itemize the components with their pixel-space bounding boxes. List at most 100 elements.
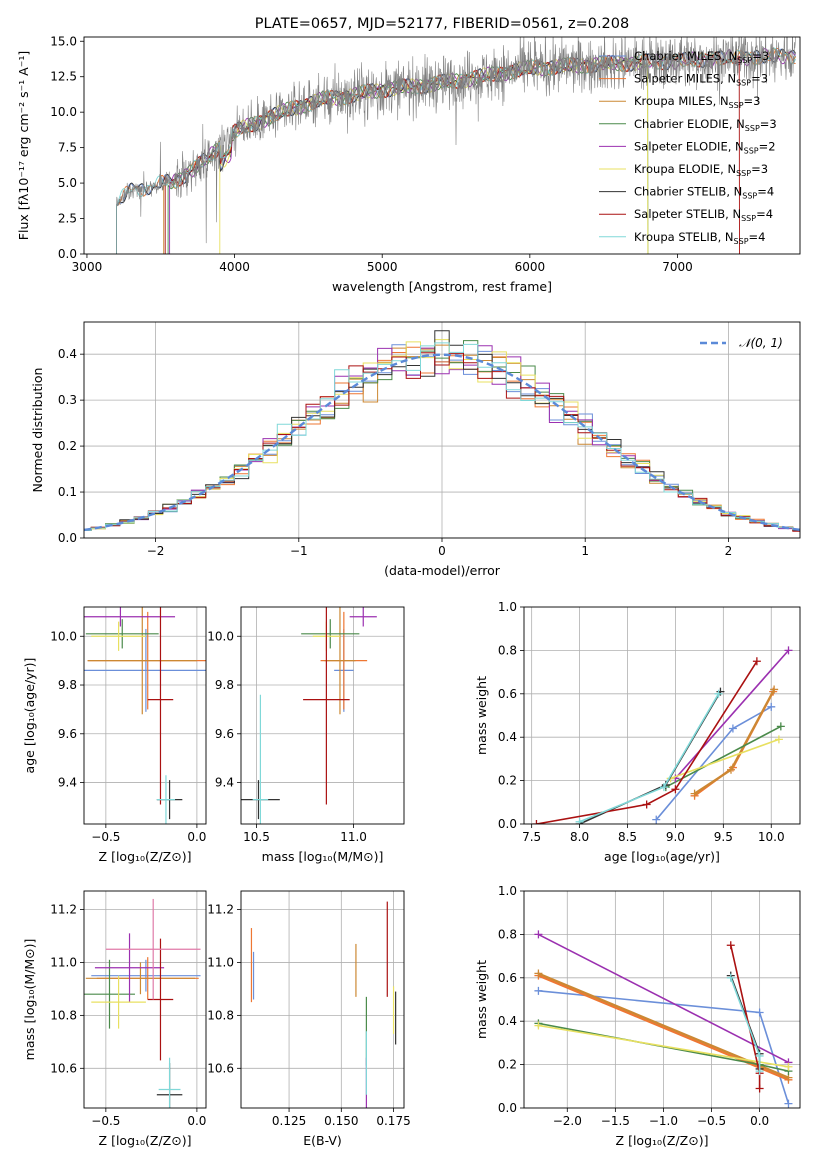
y-tick-label: 0.6 [498, 971, 517, 985]
data-point [534, 986, 543, 995]
error-bar [301, 619, 360, 649]
error-bar [84, 959, 135, 1029]
error-bar [105, 898, 201, 1000]
panel-residuals: −2 −1 0 1 2 0.0 0.1 0.2 0.3 0.4 (data-model)/error… [30, 321, 801, 578]
data-point [726, 973, 735, 982]
error-bar [85, 619, 159, 649]
x-tick-label: 7.5 [522, 830, 541, 844]
panel-mass_vs_ebv: 0.125 0.150 0.175 10.6 10.8 11.0 11.2 E(B-V) [207, 890, 411, 1148]
x-axis-label: E(B-V) [303, 1133, 342, 1148]
plot-area-spectrum [116, 37, 797, 254]
y-tick-label: 11.2 [50, 903, 77, 917]
x-tick-label: 3000 [72, 260, 103, 274]
error-bar [91, 621, 146, 651]
plot-area-mass_vs_Z [84, 891, 206, 1108]
chart-title: PLATE=0657, MJD=52177, FIBERID=0561, z=0… [255, 16, 629, 32]
error-bars [84, 607, 206, 824]
x-tick-label: 0 [438, 544, 446, 558]
legend-entry: Chabrier MILES, NSSP=3 [634, 49, 769, 65]
data-point [752, 657, 761, 666]
weight-series [532, 646, 793, 824]
plot-area-mass_vs_ebv [241, 891, 404, 1108]
x-axis-label: wavelength [Angstrom, rest frame] [332, 279, 552, 294]
x-tick-label: −1 [290, 544, 308, 558]
legend-entry: Salpeter STELIB, NSSP=4 [634, 207, 773, 223]
y-axis-label: Flux [fλ10⁻¹⁷ erg cm⁻² s⁻¹ A⁻¹] [16, 51, 31, 240]
observed-spectrum [116, 37, 796, 254]
axes-frame [83, 321, 801, 539]
legend: Chabrier MILES, NSSP=3 Salpeter MILES, NS… [599, 49, 777, 246]
data-point [652, 815, 661, 824]
y-tick-label: 0.8 [498, 643, 517, 657]
error-bar [158, 1057, 181, 1108]
axes-frame [523, 890, 801, 1109]
legend-entry: Kroupa MILES, NSSP=3 [634, 94, 760, 110]
y-tick-label: 0.8 [498, 927, 517, 941]
x-tick-label: 10.0 [758, 830, 785, 844]
panel-mass_vs_Z: −0.5 0.0 10.6 10.8 11.0 11.2 Z [log₁₀(Z/Z⊙)] ma… [22, 890, 207, 1148]
series-line [670, 738, 780, 780]
data-point [532, 820, 541, 824]
y-ticks-age_vs_Z: 9.4 9.6 9.8 10.0 [50, 629, 84, 790]
y-ticks-age_vs_mass: 9.4 9.6 9.8 10.0 [207, 629, 241, 790]
x-tick-label: 0.125 [272, 1114, 306, 1128]
series-line [536, 660, 758, 824]
y-tick-label: 0.0 [498, 817, 517, 831]
x-tick-label: 1 [581, 544, 589, 558]
data-point [755, 1084, 764, 1093]
x-axis-label: Z [log₁₀(Z/Z⊙)] [99, 1133, 192, 1148]
series-line [538, 1024, 789, 1068]
y-tick-label: 0.1 [58, 485, 77, 499]
panel-age_vs_Z: −0.5 0.0 9.4 9.6 9.8 10.0 Z [log₁₀(Z/Z⊙)] age [… [22, 606, 207, 864]
plot-area-residuals [84, 322, 800, 538]
data-point [659, 783, 668, 792]
data-point [714, 689, 723, 698]
data-point [774, 735, 783, 744]
y-tick-label: 0.4 [498, 1014, 517, 1028]
x-tick-label: −0.5 [697, 1114, 726, 1128]
x-tick-label: −2 [147, 544, 165, 558]
x-tick-label: 7000 [662, 260, 693, 274]
x-ticks-mass_vs_ebv: 0.125 0.150 0.175 [272, 1108, 411, 1128]
x-tick-label: 9.5 [714, 830, 733, 844]
series-line [538, 933, 789, 1064]
y-tick-label: 10.0 [50, 629, 77, 643]
y-tick-label: 11.0 [207, 955, 234, 969]
y-tick-label: 9.6 [215, 727, 234, 741]
error-bar [91, 959, 201, 992]
y-ticks-mass_vs_ebv: 10.6 10.8 11.0 11.2 [207, 903, 241, 1075]
error-bar [349, 607, 377, 627]
x-tick-label: 0.175 [376, 1114, 410, 1128]
data-point [784, 646, 793, 655]
error-bar [324, 607, 356, 715]
x-ticks-age_vs_Z: −0.5 0.0 [91, 824, 206, 844]
y-tick-label: 10.0 [50, 105, 77, 119]
y-ticks-weight_vs_Z: 0.0 0.2 0.4 0.6 0.8 1.0 [498, 884, 524, 1115]
plot-area-age_vs_Z [84, 607, 206, 824]
data-point [784, 1062, 793, 1071]
y-ticks-mass_vs_Z: 10.6 10.8 11.0 11.2 [50, 903, 84, 1075]
data-point [534, 969, 543, 978]
data-point [770, 685, 779, 694]
x-tick-label: −0.5 [91, 1114, 120, 1128]
error-bar [91, 975, 146, 1029]
plot-area-weight_vs_age [524, 607, 800, 824]
y-axis-label: Normed distribution [30, 368, 45, 493]
axes-frame [240, 606, 405, 825]
y-tick-label: 9.6 [58, 727, 77, 741]
y-ticks-residuals: 0.0 0.1 0.2 0.3 0.4 [58, 347, 84, 545]
data-point [784, 1099, 793, 1108]
panel-age_vs_mass: 10.5 11.0 9.4 9.6 9.8 10.0 mass [log₁₀(M/M⊙)] [207, 606, 405, 864]
axes-frame [83, 36, 801, 255]
data-point [755, 1008, 764, 1017]
data-point [767, 702, 776, 711]
x-axis-label: Z [log₁₀(Z/Z⊙)] [99, 849, 192, 864]
x-tick-label: −1.0 [649, 1114, 678, 1128]
x-tick-label: −1.5 [601, 1114, 630, 1128]
error-bar [156, 775, 176, 824]
y-tick-label: 0.4 [58, 347, 77, 361]
y-tick-label: 5.0 [58, 176, 77, 190]
plot-area-age_vs_mass [241, 607, 404, 824]
data-point [690, 789, 699, 798]
panel-spectrum: 3000 4000 5000 6000 7000 0.0 2.5 5.0 7.5 10.0 12.5… [16, 16, 801, 294]
